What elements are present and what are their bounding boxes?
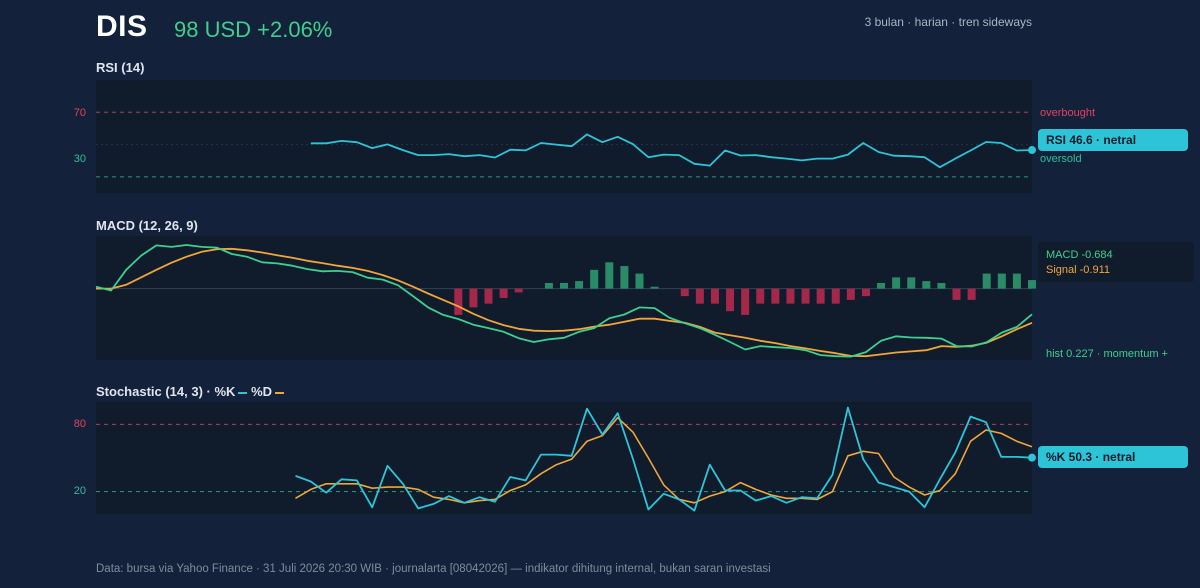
d-legend-label: %D (251, 384, 273, 399)
macd-hist-bar (635, 273, 644, 289)
signal-line (96, 247, 1033, 358)
stoch-badge: %K 50.3 · netral (1038, 446, 1188, 468)
chart-meta: 3 bulan · harian · tren sideways (864, 15, 1032, 29)
rsi-badge: RSI 46.6 · netral (1038, 129, 1188, 151)
stoch-panel (96, 402, 1032, 514)
overbought-label: overbought (1040, 107, 1096, 119)
hist-label: hist 0.227 · momentum + (1046, 348, 1168, 360)
oversold-label: oversold (1040, 153, 1082, 165)
rsi-tick-70: 70 (73, 107, 86, 119)
macd-line (95, 244, 1033, 358)
macd-hist-bar (982, 273, 991, 289)
macd-hist-bar (514, 288, 523, 293)
macd-hist-bar (877, 282, 886, 289)
macd-hist-bar (726, 288, 735, 312)
macd-hist-bar (967, 288, 976, 300)
macd-hist-bar (469, 288, 478, 308)
macd-hist-bar (907, 277, 916, 289)
macd-hist-bar (831, 288, 840, 304)
price-change: 98 USD +2.06% (174, 17, 333, 42)
macd-hist-bar (620, 266, 629, 289)
macd-panel (96, 236, 1032, 360)
macd-hist-bar (952, 288, 961, 300)
macd-hist-bar (846, 288, 855, 300)
macd-hist-bar (605, 262, 614, 289)
macd-hist-bar (544, 282, 553, 289)
rsi-panel (96, 80, 1032, 193)
macd-hist-bar (499, 288, 508, 298)
stoch-title-text: Stochastic (14, 3) · %K (96, 384, 236, 399)
macd-hist-bar (997, 273, 1006, 289)
macd-hist-bar (937, 282, 946, 289)
rsi-line (310, 133, 1033, 169)
macd-hist-bar (786, 288, 795, 304)
macd-hist-bar (816, 288, 825, 304)
stoch-tick-80: 80 (73, 418, 86, 430)
macd-hist-bar (575, 281, 584, 289)
rsi-tick-30: 30 (73, 153, 86, 165)
macd-hist-bar (710, 288, 719, 304)
macd-value-label: MACD -0.684 (1046, 249, 1113, 261)
macd-hist-bar (454, 288, 463, 315)
stoch-tick-20: 20 (73, 485, 86, 497)
macd-hist-bar (484, 288, 493, 304)
signal-value-label: Signal -0.911 (1046, 264, 1111, 276)
macd-hist-bar (650, 286, 659, 289)
macd-hist-bar (741, 288, 750, 315)
macd-hist-bar (680, 288, 689, 297)
macd-hist-bar (590, 269, 599, 289)
stoch-last-marker (1028, 453, 1036, 462)
stoch-k-line (295, 406, 1033, 512)
macd-hist-bar (695, 288, 704, 304)
d-legend-swatch (275, 391, 285, 394)
footer-note: Data: bursa via Yahoo Finance · 31 Juli … (96, 563, 771, 575)
macd-hist-bar (861, 288, 870, 297)
stoch-d-line (295, 416, 1033, 504)
macd-hist-bar (801, 288, 810, 304)
macd-hist-bar (756, 288, 765, 304)
rsi-title: RSI (14) (96, 60, 145, 75)
stoch-title: Stochastic (14, 3) · %K %D (96, 384, 285, 399)
macd-hist-bar (560, 282, 568, 289)
macd-hist-bar (1012, 273, 1021, 289)
macd-legend-box: MACD -0.684 Signal -0.911 (1038, 242, 1194, 282)
macd-hist-bar (892, 277, 901, 289)
ticker-symbol: DIS (96, 10, 148, 43)
macd-hist-bar (1028, 280, 1036, 289)
macd-hist-bar (771, 288, 780, 304)
macd-title: MACD (12, 26, 9) (96, 218, 198, 233)
k-legend-swatch (238, 391, 248, 394)
macd-hist-bar (922, 281, 931, 289)
rsi-last-marker (1028, 146, 1036, 155)
